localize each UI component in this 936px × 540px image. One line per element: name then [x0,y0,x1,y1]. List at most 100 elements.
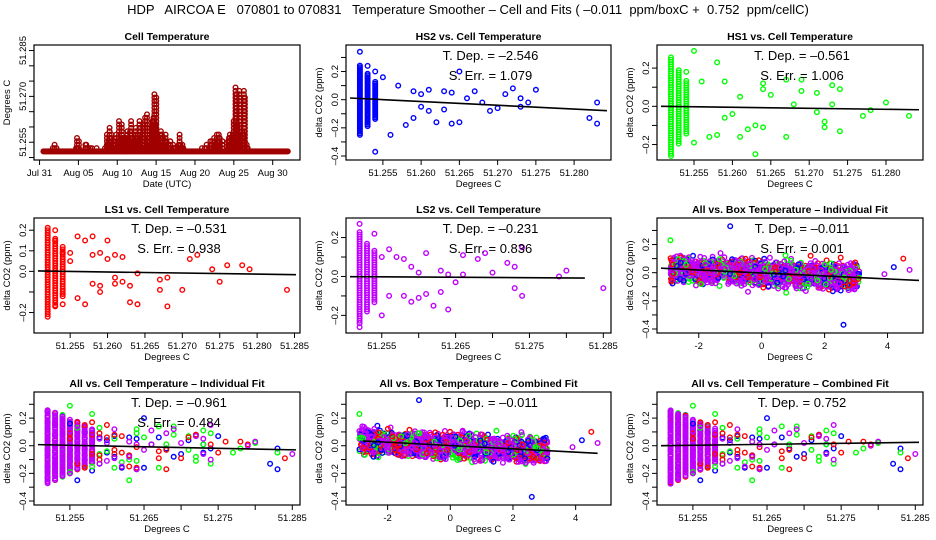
data-point [721,254,728,261]
plot-area [660,223,920,328]
data-point [111,464,118,471]
data-point [371,230,378,237]
cell-temp-point [215,131,222,138]
cell-temp-point [75,138,82,145]
cell-temp-point [153,97,160,104]
x-tick-label: 51.275 [204,513,233,524]
data-point [906,266,913,273]
data-point [209,266,216,273]
x-tick-label: 4 [885,341,890,352]
data-point [215,449,222,456]
data-point [89,463,96,470]
data-point [89,411,96,418]
data-point [200,427,207,434]
x-tick-label: 51.270 [483,168,512,179]
data-point [499,459,506,466]
data-point [97,249,104,256]
data-point [133,457,140,464]
data-point [729,256,736,263]
data-point [89,233,96,240]
cell-temp-point [115,131,122,138]
cell-temp-point [241,108,248,115]
panel-title: HS2 vs. Cell Temperature [416,31,542,43]
panel-all-box-individual: All vs. Box Temperature – Individual Fit… [625,204,924,363]
x-tick-label: 51.265 [445,168,474,179]
panel-title: HS1 vs. Cell Temperature [727,31,853,43]
x-tick-label: 51.275 [521,168,550,179]
data-point [774,279,781,286]
data-point [797,276,804,283]
panel-title: LS1 vs. Cell Temperature [105,204,230,216]
axes-frame [656,217,924,334]
y-tick-label: 0.0 [330,93,341,106]
data-point [418,103,425,110]
data-point [675,67,682,74]
cell-temp-point [118,131,125,138]
data-point [812,258,819,265]
data-point [104,237,111,244]
data-point [743,263,750,270]
data-point [437,289,444,296]
x-tick-label: 51.285 [280,341,309,352]
data-point [66,416,73,423]
data-point [683,68,690,75]
data-point [111,426,118,433]
y-tick-label: 51.285 [18,36,29,65]
data-point [747,260,754,267]
data-point [118,449,125,456]
cell-temp-point [153,94,160,101]
s-err-annotation: S. Err. = 0.484 [137,415,220,430]
plot-area [40,84,291,155]
data-point [828,266,835,273]
y-tick-label: 0.0 [18,439,29,452]
data-point [155,464,162,471]
cell-temp-point [176,131,183,138]
data-point [81,422,88,429]
y-tick-label: 0.2 [330,231,341,244]
cell-temp-point [241,94,248,101]
data-point [818,267,825,274]
y-tick-label: 0.2 [18,411,29,424]
cell-temp-point [136,131,143,138]
cell-temp-point [233,94,240,101]
data-point [82,237,89,244]
x-tick-label: 51.260 [718,168,747,179]
data-point [813,109,820,116]
data-point [356,48,363,55]
data-point [89,430,96,437]
data-point [742,255,749,262]
data-point [239,262,246,269]
data-point [821,124,828,131]
data-point [586,114,593,121]
data-point [229,449,236,456]
data-point [770,271,777,278]
data-point [716,256,723,263]
cell-temp-point [203,141,210,148]
data-point [103,448,110,455]
data-point [44,224,51,231]
cell-temp-point [143,111,150,118]
y-tick-label: 0.2 [641,61,652,74]
data-point [691,139,698,146]
y-tick-label: 0.1 [18,244,29,257]
cell-temp-point [240,91,247,98]
data-point [97,282,104,289]
cell-temp-point [241,101,248,108]
data-point [96,424,103,431]
x-tick-label: 51.275 [515,341,544,352]
data-point [378,253,385,260]
data-point [683,77,690,84]
data-point [760,124,767,131]
cell-temp-point [153,108,160,115]
panel-title: LS2 vs. Cell Temperature [416,204,541,216]
data-point [688,263,695,270]
cell-temp-point [157,128,164,135]
y-axis-label: delta CO2 (ppm) [2,413,13,483]
cell-temp-point [115,121,122,128]
data-point [284,286,291,293]
data-point [525,99,532,106]
data-point [828,280,835,287]
data-point [207,441,214,448]
